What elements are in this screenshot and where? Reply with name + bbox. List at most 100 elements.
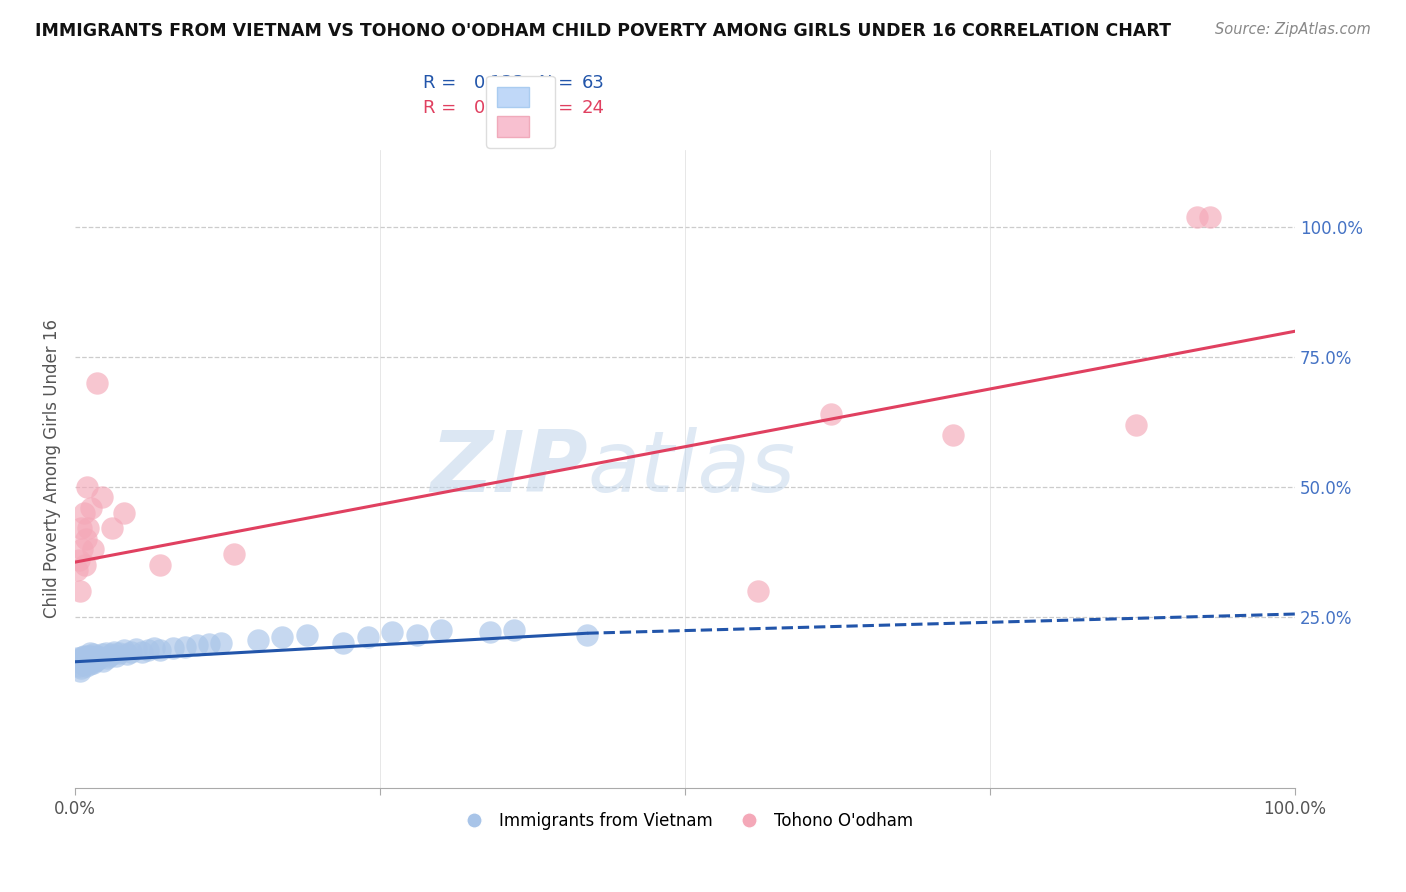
Point	[271, 631, 294, 645]
Point	[72, 657, 94, 671]
Point	[91, 654, 114, 668]
Point	[84, 651, 107, 665]
Point	[149, 643, 172, 657]
Point	[72, 506, 94, 520]
Point	[1198, 210, 1220, 224]
Point	[94, 646, 117, 660]
Point	[73, 654, 96, 668]
Point	[82, 647, 104, 661]
Point	[430, 623, 453, 637]
Point	[67, 552, 90, 566]
Point	[942, 428, 965, 442]
Point	[162, 640, 184, 655]
Point	[69, 655, 91, 669]
Point	[125, 641, 148, 656]
Point	[72, 657, 94, 672]
Text: atlas: atlas	[588, 427, 796, 510]
Point	[112, 506, 135, 520]
Point	[70, 652, 93, 666]
Text: 63: 63	[581, 74, 605, 92]
Point	[80, 648, 103, 663]
Point	[131, 645, 153, 659]
Point	[72, 650, 94, 665]
Point	[79, 657, 101, 672]
Point	[80, 655, 103, 669]
Point	[149, 558, 172, 572]
Point	[77, 521, 100, 535]
Point	[67, 659, 90, 673]
Text: N =: N =	[538, 74, 579, 92]
Point	[70, 521, 93, 535]
Point	[76, 480, 98, 494]
Point	[72, 648, 94, 663]
Point	[103, 645, 125, 659]
Point	[69, 583, 91, 598]
Point	[112, 643, 135, 657]
Point	[75, 532, 97, 546]
Text: Source: ZipAtlas.com: Source: ZipAtlas.com	[1215, 22, 1371, 37]
Point	[222, 547, 245, 561]
Text: R =: R =	[423, 74, 461, 92]
Point	[186, 638, 208, 652]
Legend: Immigrants from Vietnam, Tohono O'odham: Immigrants from Vietnam, Tohono O'odham	[450, 805, 920, 837]
Text: R =: R =	[423, 99, 461, 117]
Point	[70, 661, 93, 675]
Point	[332, 635, 354, 649]
Point	[209, 635, 232, 649]
Point	[247, 632, 270, 647]
Point	[77, 648, 100, 663]
Point	[820, 407, 842, 421]
Point	[405, 628, 427, 642]
Point	[173, 640, 195, 654]
Text: 24: 24	[581, 99, 605, 117]
Point	[66, 651, 89, 665]
Text: N =: N =	[538, 99, 579, 117]
Point	[98, 648, 121, 663]
Point	[136, 643, 159, 657]
Point	[82, 542, 104, 557]
Point	[80, 652, 103, 666]
Y-axis label: Child Poverty Among Girls Under 16: Child Poverty Among Girls Under 16	[44, 319, 60, 618]
Point	[72, 542, 94, 557]
Point	[198, 637, 221, 651]
Point	[357, 631, 380, 645]
Text: ZIP: ZIP	[430, 427, 588, 510]
Point	[83, 654, 105, 668]
Point	[86, 376, 108, 391]
Text: IMMIGRANTS FROM VIETNAM VS TOHONO O'ODHAM CHILD POVERTY AMONG GIRLS UNDER 16 COR: IMMIGRANTS FROM VIETNAM VS TOHONO O'ODHA…	[35, 22, 1171, 40]
Point	[108, 646, 131, 660]
Point	[1187, 210, 1209, 224]
Point	[76, 651, 98, 665]
Point	[66, 563, 89, 577]
Point	[143, 640, 166, 655]
Point	[80, 500, 103, 515]
Point	[478, 625, 501, 640]
Point	[79, 646, 101, 660]
Point	[503, 623, 526, 637]
Point	[69, 664, 91, 678]
Point	[576, 628, 599, 642]
Point	[96, 651, 118, 665]
Point	[100, 647, 122, 661]
Point	[73, 650, 96, 665]
Point	[105, 648, 128, 663]
Text: 0.554: 0.554	[474, 99, 526, 117]
Point	[90, 490, 112, 504]
Point	[1125, 417, 1147, 432]
Point	[100, 521, 122, 535]
Point	[73, 558, 96, 572]
Point	[87, 652, 110, 666]
Point	[75, 659, 97, 673]
Point	[75, 652, 97, 666]
Point	[117, 647, 139, 661]
Point	[82, 657, 104, 671]
Point	[89, 650, 111, 665]
Point	[90, 647, 112, 661]
Point	[295, 628, 318, 642]
Point	[76, 657, 98, 671]
Point	[86, 648, 108, 663]
Point	[77, 654, 100, 668]
Point	[381, 625, 404, 640]
Point	[120, 645, 142, 659]
Text: 0.133: 0.133	[474, 74, 526, 92]
